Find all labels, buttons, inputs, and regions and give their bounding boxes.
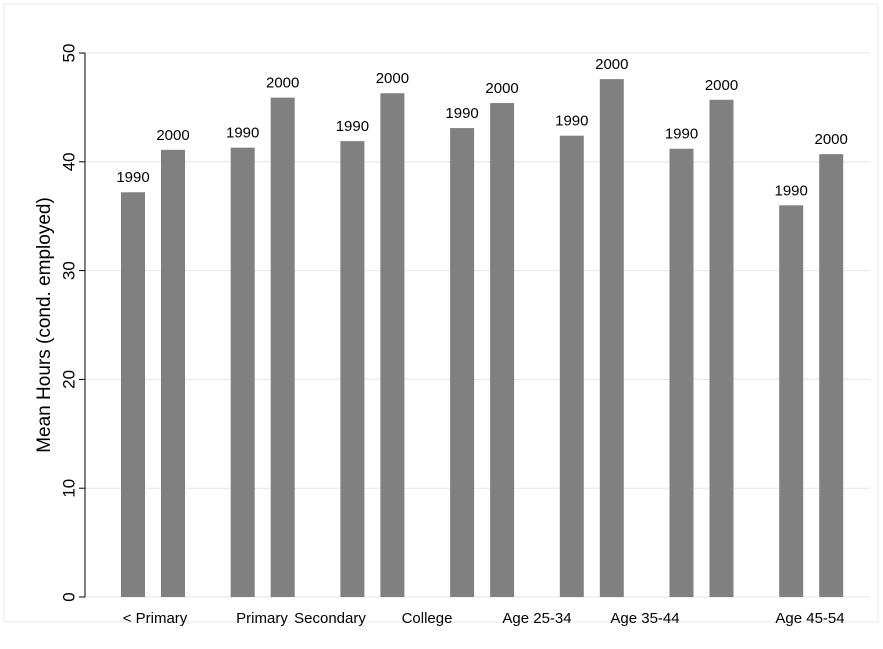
bar-label: 1990 [445, 105, 478, 122]
bar [161, 149, 185, 597]
graph-border [3, 3, 879, 623]
bar-label: 2000 [156, 127, 189, 144]
bar-label: 2000 [815, 131, 848, 148]
x-tick-label: College [402, 610, 453, 627]
bar [121, 192, 145, 598]
y-tick-label: 10 [59, 479, 78, 498]
bar [270, 97, 295, 597]
x-tick-label: < Primary [123, 610, 188, 627]
x-tick-label: Age 45-54 [775, 610, 844, 627]
x-tick-label: Age 35-44 [610, 610, 679, 627]
bar [599, 79, 624, 597]
bar-label: 1990 [775, 182, 808, 199]
bar [779, 205, 804, 597]
bar [559, 135, 584, 598]
bar [340, 141, 365, 598]
y-tick-label: 40 [59, 152, 78, 171]
bar-label: 2000 [376, 70, 409, 87]
y-tick-label: 50 [59, 44, 78, 63]
x-tick-label: Age 25-34 [502, 610, 571, 627]
bar-label: 1990 [336, 118, 369, 135]
y-tick-label: 0 [59, 592, 78, 601]
bar-label: 2000 [705, 77, 738, 94]
bar-label: 2000 [485, 80, 518, 97]
bar [490, 103, 515, 597]
y-tick-label: 20 [59, 370, 78, 389]
y-tick-label: 30 [59, 261, 78, 280]
bar [709, 99, 734, 597]
bar [450, 128, 475, 597]
x-tick-label: Secondary [294, 610, 366, 627]
bar-label: 1990 [226, 125, 259, 142]
bar-label: 1990 [555, 113, 588, 130]
bar-label: 1990 [665, 126, 698, 143]
bar [230, 147, 255, 597]
x-tick-label: Primary [236, 610, 288, 627]
bar-label: 2000 [266, 75, 299, 92]
bar [380, 93, 405, 598]
y-axis-title: Mean Hours (cond. employed) [34, 197, 55, 453]
bar [819, 154, 844, 597]
bar [669, 148, 694, 597]
bar-label: 2000 [595, 56, 628, 73]
bar-label: 1990 [116, 169, 149, 186]
